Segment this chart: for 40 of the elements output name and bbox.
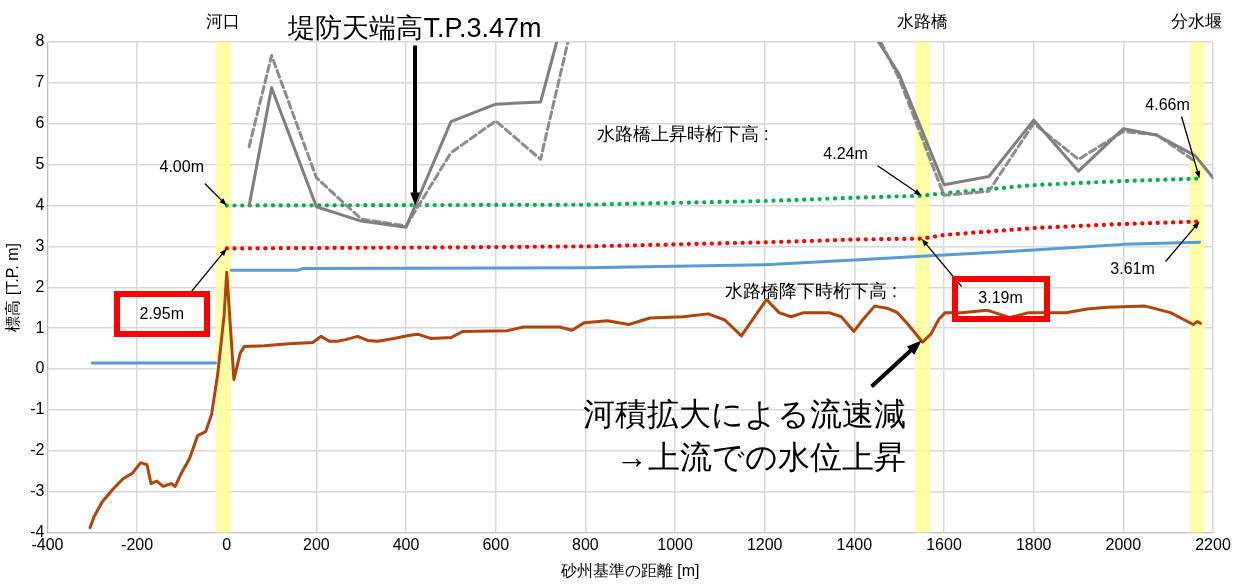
y-tick-label: 2 [35, 277, 45, 295]
x-tick-label: 800 [572, 535, 599, 553]
x-tick-label: 1800 [1015, 535, 1052, 553]
band-label: 分水堰 [1171, 11, 1223, 31]
annotation: 3.19m [978, 289, 1023, 307]
x-tick-label: 400 [392, 535, 420, 553]
band-label: 水路橋 [896, 11, 948, 31]
annotation: 水路橋上昇時桁下高 : [596, 124, 769, 145]
x-tick-label: 600 [482, 535, 510, 553]
y-tick-label: 8 [35, 32, 45, 50]
y-tick-label: -2 [30, 441, 45, 459]
annotation: 2.95m [139, 304, 184, 322]
band-label: 河口 [206, 11, 241, 31]
y-tick-label: 0 [35, 359, 45, 377]
y-tick-label: 7 [35, 73, 45, 91]
x-tick-label: 0 [222, 535, 232, 553]
x-axis-title: 砂州基準の距離 [m] [559, 561, 700, 579]
annotation: 4.66m [1145, 95, 1190, 113]
x-tick-label: 2200 [1195, 535, 1231, 553]
x-tick-label: 1600 [926, 535, 962, 553]
annotation: 4.24m [823, 145, 868, 163]
x-tick-label: 2000 [1105, 535, 1142, 553]
annotation: 4.00m [159, 157, 204, 175]
annotation: 水路橋降下時桁下高 : [724, 281, 897, 302]
y-tick-label: -1 [30, 400, 45, 418]
y-tick-label: 5 [35, 155, 45, 173]
y-tick-label: 1 [35, 318, 45, 336]
x-tick-label: 200 [303, 535, 330, 553]
annotation: 河積拡大による流速減 →上流での水位上昇 [582, 396, 906, 476]
x-tick-label: 1000 [657, 535, 693, 553]
y-tick-label: -3 [30, 482, 45, 500]
annotation: 堤防天端高T.P.3.47m [287, 12, 542, 43]
y-tick-label: 4 [35, 195, 45, 213]
x-tick-label: 1200 [746, 535, 783, 553]
annotation: 3.61m [1110, 259, 1155, 277]
x-tick-label: -200 [121, 535, 154, 553]
y-tick-label: 3 [35, 236, 45, 254]
y-axis-title: 標高 [T.P. m] [4, 243, 22, 332]
x-tick-label: 1400 [836, 535, 873, 553]
y-tick-label: 6 [35, 114, 45, 132]
